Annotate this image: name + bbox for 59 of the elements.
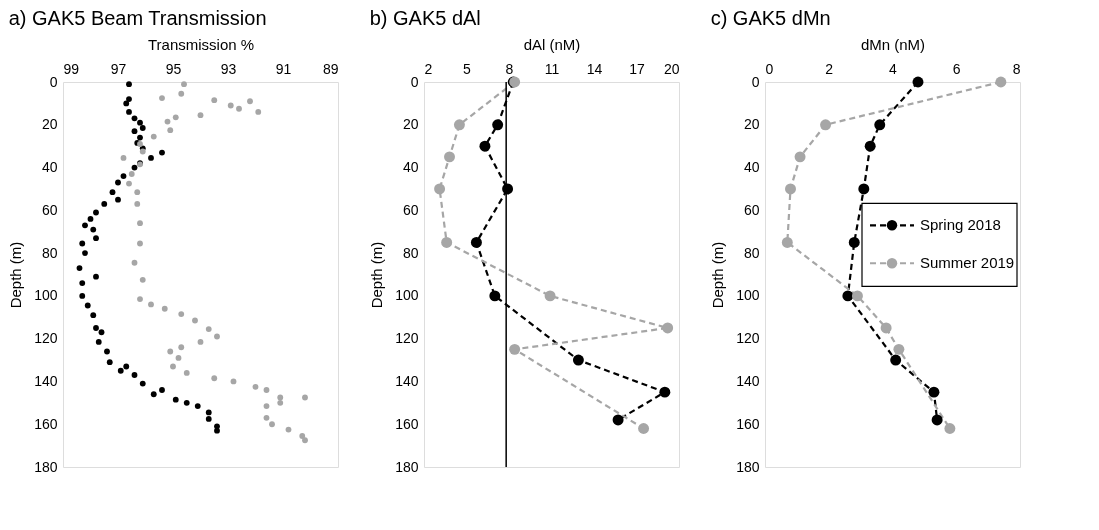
y-tick-label: 180 [34,458,58,475]
x-tick-label: 89 [322,60,339,77]
y-tick-label: 180 [736,458,760,475]
y-tick-label: 180 [395,458,419,475]
chart-title: c) GAK5 dMn [710,7,831,29]
x-axis-title: Transmission % [147,35,255,53]
y-tick-label: 80 [41,244,58,261]
x-tick-label: 6 [952,60,961,77]
x-tick-label: 14 [586,60,603,77]
chart-title: b) GAK5 dAl [369,7,481,29]
y-tick-label: 100 [395,287,419,304]
x-tick-label: 2 [424,60,433,77]
y-tick-label: 60 [41,201,58,218]
x-tick-label: 93 [220,60,237,77]
y-tick-label: 100 [736,287,760,304]
x-tick-label: 11 [544,60,560,77]
x-axis-title: dAl (nM) [523,35,581,53]
y-tick-label: 20 [402,116,419,133]
y-tick-label: 20 [41,116,58,133]
y-tick-label: 160 [736,415,760,432]
x-tick-label: 5 [463,60,472,77]
y-tick-label: 160 [395,415,419,432]
y-axis-title: Depth (m) [709,241,727,309]
x-tick-label: 2 [825,60,834,77]
x-tick-label: 91 [275,60,292,77]
x-tick-label: 99 [63,60,80,77]
x-tick-label: 20 [663,60,680,77]
x-tick-label: 8 [1012,60,1021,77]
y-tick-label: 140 [395,372,419,389]
x-tick-label: 4 [889,60,898,77]
x-tick-label: 8 [505,60,514,77]
y-tick-label: 0 [410,73,419,90]
y-tick-label: 120 [34,330,58,347]
y-tick-label: 40 [743,159,760,176]
y-tick-label: 40 [402,159,419,176]
y-tick-label: 140 [736,372,760,389]
y-tick-label: 40 [41,159,58,176]
y-tick-label: 140 [34,372,58,389]
y-tick-label: 120 [395,330,419,347]
y-tick-label: 60 [743,201,760,218]
legend-label: Spring 2018 [920,216,1001,234]
y-tick-label: 60 [402,201,419,218]
x-tick-label: 95 [165,60,182,77]
y-axis-title: Depth (m) [368,241,386,309]
y-axis-title: Depth (m) [7,241,25,309]
y-tick-label: 0 [49,73,58,90]
x-axis-title: dMn (nM) [860,35,926,53]
y-tick-label: 20 [743,116,760,133]
y-tick-label: 120 [736,330,760,347]
y-tick-label: 160 [34,415,58,432]
y-tick-label: 80 [743,244,760,261]
x-tick-label: 17 [629,60,645,77]
x-tick-label: 0 [765,60,774,77]
x-tick-label: 97 [110,60,127,77]
chart-title: a) GAK5 Beam Transmission [8,7,267,29]
y-tick-label: 80 [402,244,419,261]
y-tick-label: 100 [34,287,58,304]
legend-label: Summer 2019 [920,254,1015,272]
y-tick-label: 0 [751,73,760,90]
